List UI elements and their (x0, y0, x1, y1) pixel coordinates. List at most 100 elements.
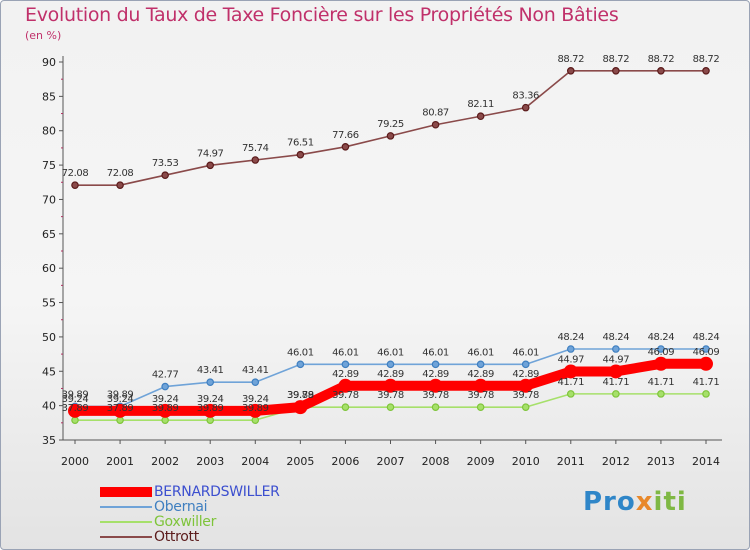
legend-swatch (100, 506, 152, 508)
legend-label: Obernai (154, 499, 208, 515)
x-tick-label: 2007 (377, 455, 405, 468)
data-point (341, 403, 350, 411)
x-tick-label: 2005 (286, 455, 314, 468)
data-point (341, 360, 350, 369)
data-point (563, 364, 578, 379)
data-label: 37.89 (62, 403, 89, 414)
legend-swatch (100, 536, 152, 538)
data-label: 74.97 (197, 148, 224, 159)
data-label: 42.89 (332, 369, 359, 380)
data-point (386, 403, 395, 411)
data-point (338, 378, 353, 393)
data-label: 42.89 (377, 369, 404, 380)
data-label: 41.71 (603, 377, 630, 388)
data-label: 39.24 (197, 394, 224, 405)
data-point (657, 66, 665, 75)
data-label: 75.74 (242, 143, 269, 154)
y-tick-label: 65 (42, 228, 56, 241)
data-point (608, 364, 623, 379)
y-tick-label: 35 (42, 434, 56, 447)
proxiti-logo: Proxiti (583, 487, 687, 517)
data-label: 48.24 (603, 332, 630, 343)
data-point (251, 416, 260, 424)
data-point (158, 403, 173, 418)
legend-label: BERNARDSWILLER (154, 484, 280, 500)
data-label: 88.72 (693, 54, 720, 65)
data-label: 39.78 (332, 390, 359, 401)
data-label: 72.08 (107, 168, 134, 179)
data-point (206, 378, 215, 387)
data-label: 39.78 (512, 390, 539, 401)
data-point (296, 150, 305, 159)
x-tick-label: 2008 (422, 455, 450, 468)
data-point (476, 360, 485, 369)
y-tick-label: 80 (42, 125, 56, 138)
data-point (521, 360, 530, 369)
data-point (521, 103, 530, 112)
data-label: 82.11 (467, 99, 494, 110)
data-point (657, 345, 665, 353)
x-tick-label: 2011 (557, 455, 585, 468)
data-point (653, 356, 668, 371)
x-tick-label: 2010 (512, 455, 540, 468)
data-label: 88.72 (603, 54, 630, 65)
x-tick-label: 2009 (467, 455, 495, 468)
y-tick-label: 85 (42, 90, 56, 103)
data-point (116, 416, 124, 424)
data-label: 39.89 (107, 389, 134, 400)
y-tick-label: 40 (42, 400, 56, 413)
data-point (386, 132, 395, 140)
data-label: 46.09 (693, 347, 720, 358)
data-point (566, 345, 575, 353)
y-tick-label: 60 (42, 262, 56, 275)
data-point (431, 360, 440, 369)
data-label: 48.24 (648, 332, 675, 343)
data-point (206, 161, 215, 170)
data-point (68, 403, 82, 418)
y-tick-label: 45 (42, 365, 56, 378)
data-point (206, 416, 215, 424)
series-lines (68, 66, 713, 424)
data-point (657, 390, 665, 398)
data-label: 39.89 (242, 403, 269, 414)
data-point (699, 356, 713, 371)
data-label: 83.36 (512, 91, 539, 102)
data-point (473, 378, 488, 393)
data-label: 73.53 (152, 158, 179, 169)
y-tick-label: 50 (42, 331, 56, 344)
data-label: 39.24 (107, 394, 134, 405)
legend-label: Ottrott (154, 529, 199, 545)
data-point (518, 378, 533, 393)
data-point (612, 66, 620, 75)
x-tick-label: 2002 (151, 455, 179, 468)
logo-part-2: x (635, 487, 654, 517)
data-point (612, 390, 620, 398)
data-label: 48.24 (693, 332, 720, 343)
y-tick-label: 90 (42, 56, 56, 69)
data-point (702, 66, 710, 75)
data-label: 46.01 (377, 347, 404, 358)
data-point (341, 143, 350, 151)
data-point (116, 181, 124, 189)
data-label: 46.01 (287, 347, 314, 358)
data-label: 72.08 (62, 168, 89, 179)
data-label: 80.87 (422, 108, 449, 119)
data-label: 43.41 (197, 365, 224, 376)
y-tick-label: 75 (42, 159, 56, 172)
data-point (113, 403, 128, 418)
data-label: 39.78 (377, 390, 404, 401)
data-label: 46.01 (467, 347, 494, 358)
data-point (566, 66, 575, 75)
data-point (386, 360, 395, 369)
data-label: 76.51 (287, 138, 314, 149)
data-label: 46.01 (512, 347, 539, 358)
data-label: 37.89 (107, 403, 134, 414)
legend-swatch (100, 487, 152, 497)
chart-title: Evolution du Taux de Taxe Foncière sur l… (25, 4, 619, 26)
data-point (296, 360, 305, 369)
data-point (293, 400, 308, 415)
data-label: 39.24 (62, 394, 89, 405)
x-tick-label: 2003 (196, 455, 224, 468)
